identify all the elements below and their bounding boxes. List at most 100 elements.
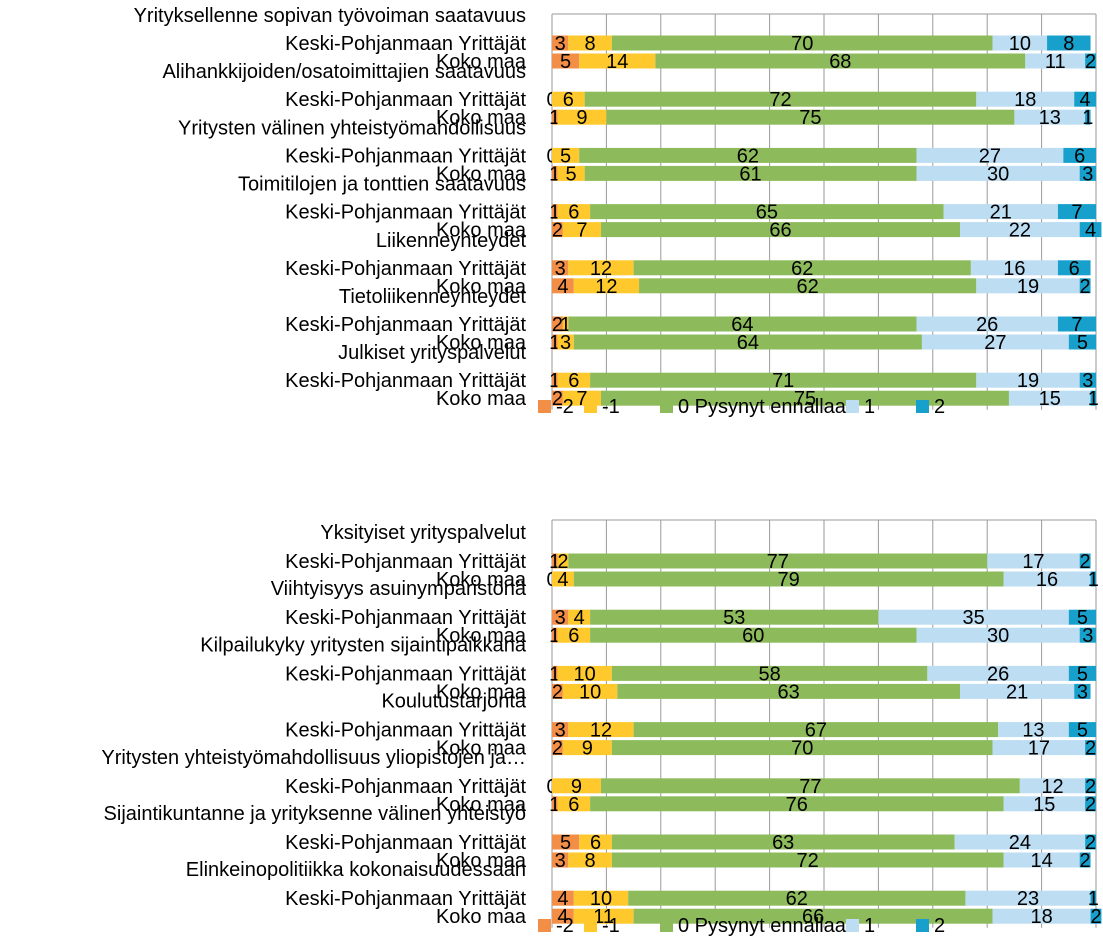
bar-segment — [655, 53, 1026, 69]
data-label: 1 — [549, 551, 560, 573]
row-label: Keski-Pohjanmaan Yrittäjät — [285, 314, 526, 336]
legend-swatch — [916, 919, 929, 932]
bar-segment — [552, 372, 558, 388]
group-title: Elinkeinopolitiikka kokonaisuudessaan — [186, 859, 526, 881]
group-title: Koulutustarjonta — [381, 691, 526, 713]
bar-segment — [600, 390, 1009, 406]
group-title: Yrityksellenne sopivan työvoiman saatavu… — [134, 5, 526, 27]
data-label: 65 — [756, 202, 778, 224]
bar-segment — [987, 553, 1080, 569]
data-label: 4 — [557, 276, 568, 298]
data-label: 67 — [805, 720, 827, 742]
data-label: 3 — [1082, 370, 1093, 392]
data-label: 18 — [1014, 89, 1036, 111]
data-label: 6 — [563, 89, 574, 111]
data-label: 77 — [767, 551, 789, 573]
data-label: 21 — [990, 202, 1012, 224]
bar-segment — [1090, 908, 1102, 924]
bar-segment — [633, 722, 999, 738]
data-label: 1 — [549, 370, 560, 392]
bar-segment — [1019, 778, 1086, 794]
group-title: Liikenneyhteydet — [376, 230, 527, 252]
bar-segment — [573, 571, 1004, 587]
data-label: 77 — [799, 776, 821, 798]
data-label: 2 — [552, 738, 563, 760]
bar-segment — [552, 222, 563, 238]
bar-segment — [573, 890, 629, 906]
bar-segment — [557, 372, 591, 388]
row-label: Keski-Pohjanmaan Yrittäjät — [285, 551, 526, 573]
data-label: 6 — [590, 832, 601, 854]
bar-segment — [552, 53, 580, 69]
bar-segment — [552, 316, 563, 332]
bar-segment — [628, 890, 966, 906]
bar-segment — [878, 609, 1069, 625]
row-label: Koko maa — [436, 625, 527, 647]
data-label: 3 — [1082, 163, 1093, 185]
bar-segment — [1014, 109, 1086, 125]
legend-label: -1 — [602, 396, 620, 418]
bar-segment — [611, 852, 1004, 868]
bar-segment — [927, 665, 1069, 681]
bar-segment — [976, 91, 1075, 107]
bar-segment — [562, 222, 601, 238]
bar-segment — [552, 91, 585, 107]
bar-segment — [992, 740, 1086, 756]
data-label: 8 — [1063, 33, 1074, 55]
data-label: 26 — [976, 314, 998, 336]
bar-segment — [1068, 665, 1096, 681]
group-title: Yritysten välinen yhteistyömahdollisuus — [178, 117, 526, 139]
bar-segment — [573, 334, 922, 350]
data-label: 2 — [1085, 51, 1096, 73]
bar-segment — [1085, 834, 1096, 850]
bar-segment — [1068, 609, 1096, 625]
data-label: 9 — [571, 776, 582, 798]
bar-segment — [557, 553, 569, 569]
data-label: 63 — [772, 832, 794, 854]
data-label: 10 — [590, 888, 612, 910]
bar-segment — [1085, 53, 1096, 69]
bar-segment — [916, 316, 1058, 332]
data-label: 1 — [549, 625, 560, 647]
group-title: Yksityiset yrityspalvelut — [320, 522, 526, 544]
bar-segment — [552, 740, 563, 756]
data-label: 14 — [606, 51, 628, 73]
legend-swatch — [538, 400, 551, 413]
bar-segment — [552, 35, 569, 51]
data-label: 60 — [742, 625, 764, 647]
bar-segment — [633, 260, 971, 276]
bar-segment — [1085, 740, 1096, 756]
data-label: 17 — [1022, 551, 1044, 573]
group-title: Sijaintikuntanne ja yrityksenne välinen … — [104, 803, 526, 825]
data-label: 1 — [560, 314, 571, 336]
row-label: Koko maa — [436, 738, 527, 760]
data-label: 3 — [555, 258, 566, 280]
data-label: 4 — [574, 607, 585, 629]
data-label: 18 — [1030, 906, 1052, 928]
data-label: 10 — [1009, 33, 1031, 55]
data-label: 1 — [549, 332, 560, 354]
row-label: Keski-Pohjanmaan Yrittäjät — [285, 370, 526, 392]
bar-segment — [1079, 222, 1102, 238]
bar-segment — [552, 852, 569, 868]
bar-segment — [1090, 571, 1096, 587]
bar-segment — [639, 278, 977, 294]
bar-segment — [590, 796, 1004, 812]
bar-segment — [1057, 316, 1096, 332]
data-label: 6 — [568, 794, 579, 816]
data-label: 2 — [1085, 738, 1096, 760]
data-label: 27 — [984, 332, 1006, 354]
data-label: 70 — [791, 738, 813, 760]
data-label: 5 — [1077, 663, 1088, 685]
data-label: 8 — [585, 850, 596, 872]
data-label: 8 — [585, 33, 596, 55]
bar-segment — [552, 796, 558, 812]
legend-label: -1 — [602, 915, 620, 937]
bar-segment — [1068, 334, 1096, 350]
bar-segment — [573, 278, 640, 294]
data-label: 21 — [1006, 681, 1028, 703]
data-label: 75 — [799, 107, 821, 129]
row-label: Koko maa — [436, 51, 527, 73]
bar-segment — [954, 834, 1086, 850]
